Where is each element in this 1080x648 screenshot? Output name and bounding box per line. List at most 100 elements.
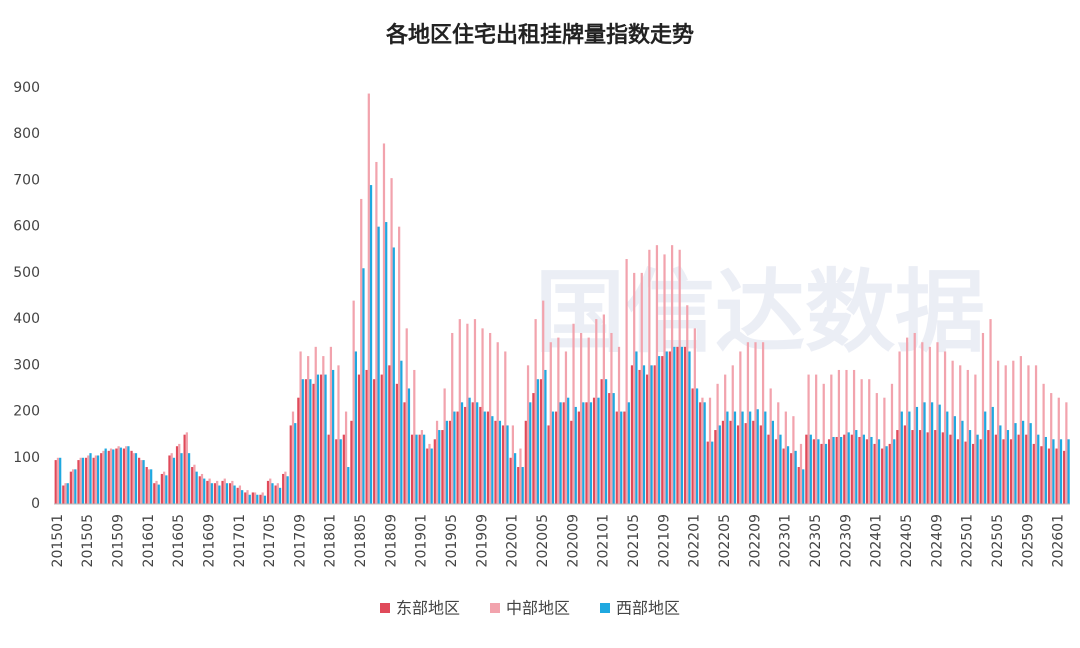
bar — [976, 434, 979, 504]
legend-label: 东部地区 — [396, 599, 460, 618]
bar — [430, 448, 433, 504]
bar — [445, 420, 448, 504]
bar — [521, 467, 524, 504]
bar — [150, 469, 153, 504]
x-tick-label: 202205 — [717, 514, 733, 567]
bar — [600, 379, 603, 504]
bar — [966, 369, 969, 504]
bar — [496, 342, 499, 504]
bar — [860, 379, 863, 504]
bar — [92, 457, 95, 504]
bar — [168, 455, 171, 504]
bar — [382, 143, 386, 504]
bar — [893, 439, 896, 504]
bar — [650, 365, 653, 504]
x-tick-label: 202501 — [960, 514, 976, 567]
bar — [827, 439, 831, 504]
bar — [94, 455, 97, 504]
bar — [900, 411, 903, 504]
bar — [589, 402, 593, 504]
legend-swatch — [600, 603, 610, 613]
bar — [1063, 450, 1066, 504]
x-tick-label: 202401 — [869, 514, 885, 567]
bar — [858, 436, 861, 504]
bar — [138, 457, 141, 504]
bar — [1034, 365, 1038, 504]
bar — [200, 473, 204, 504]
bar — [140, 460, 143, 504]
bar — [357, 374, 361, 504]
bar — [117, 446, 120, 504]
bar — [974, 374, 977, 504]
bar — [678, 249, 681, 504]
bar — [817, 439, 820, 504]
bar — [562, 402, 565, 504]
bar — [559, 402, 562, 504]
bar — [494, 420, 497, 504]
bar — [96, 455, 100, 504]
bar — [792, 416, 795, 504]
bar — [329, 346, 333, 504]
x-tick-label: 201809 — [383, 514, 399, 567]
x-tick-label: 201801 — [323, 514, 339, 567]
bar — [119, 447, 122, 504]
bar — [390, 178, 393, 504]
bar — [673, 346, 676, 504]
bar — [504, 351, 507, 504]
bar — [807, 374, 810, 504]
bar — [534, 319, 537, 504]
y-tick-label: 600 — [13, 219, 40, 235]
x-tick-label: 201901 — [414, 514, 430, 567]
bar — [718, 425, 721, 504]
bar — [782, 448, 785, 504]
bar — [1027, 365, 1030, 504]
bar — [433, 439, 436, 504]
bar — [225, 483, 229, 504]
x-tick-label: 201509 — [110, 514, 126, 567]
bar — [153, 483, 156, 504]
bar — [555, 411, 558, 504]
bar — [862, 434, 865, 504]
bar — [365, 369, 368, 504]
bar — [987, 430, 990, 504]
x-tick-label: 201605 — [171, 514, 187, 567]
bar — [282, 473, 285, 504]
bar — [956, 439, 960, 504]
bar — [786, 446, 790, 504]
bar — [395, 383, 399, 504]
bar — [774, 439, 778, 504]
x-tick-label: 201909 — [474, 514, 490, 567]
legend-label: 中部地区 — [506, 599, 570, 618]
bar — [309, 379, 312, 504]
bar — [367, 93, 370, 505]
bar — [464, 406, 467, 504]
bar — [354, 351, 357, 504]
bar — [112, 449, 115, 504]
bar — [162, 471, 166, 504]
bar — [415, 434, 418, 504]
bar — [999, 425, 1002, 504]
bar — [352, 300, 355, 504]
bar — [964, 441, 967, 504]
bar — [564, 351, 568, 504]
bar — [752, 420, 755, 504]
bar — [476, 402, 479, 504]
bar — [655, 245, 659, 504]
bar — [602, 314, 605, 504]
bar — [104, 448, 107, 504]
bar — [756, 409, 759, 504]
bar — [941, 432, 944, 504]
bar — [335, 439, 338, 504]
bar — [517, 467, 520, 504]
bar — [256, 494, 259, 504]
bar — [754, 342, 757, 504]
bar — [809, 434, 812, 504]
bar — [695, 388, 699, 504]
bar — [726, 411, 729, 504]
bar — [312, 383, 315, 504]
bar — [187, 453, 191, 504]
bar — [658, 356, 661, 504]
bar — [223, 478, 226, 504]
bar — [407, 388, 411, 504]
bar — [716, 383, 719, 504]
